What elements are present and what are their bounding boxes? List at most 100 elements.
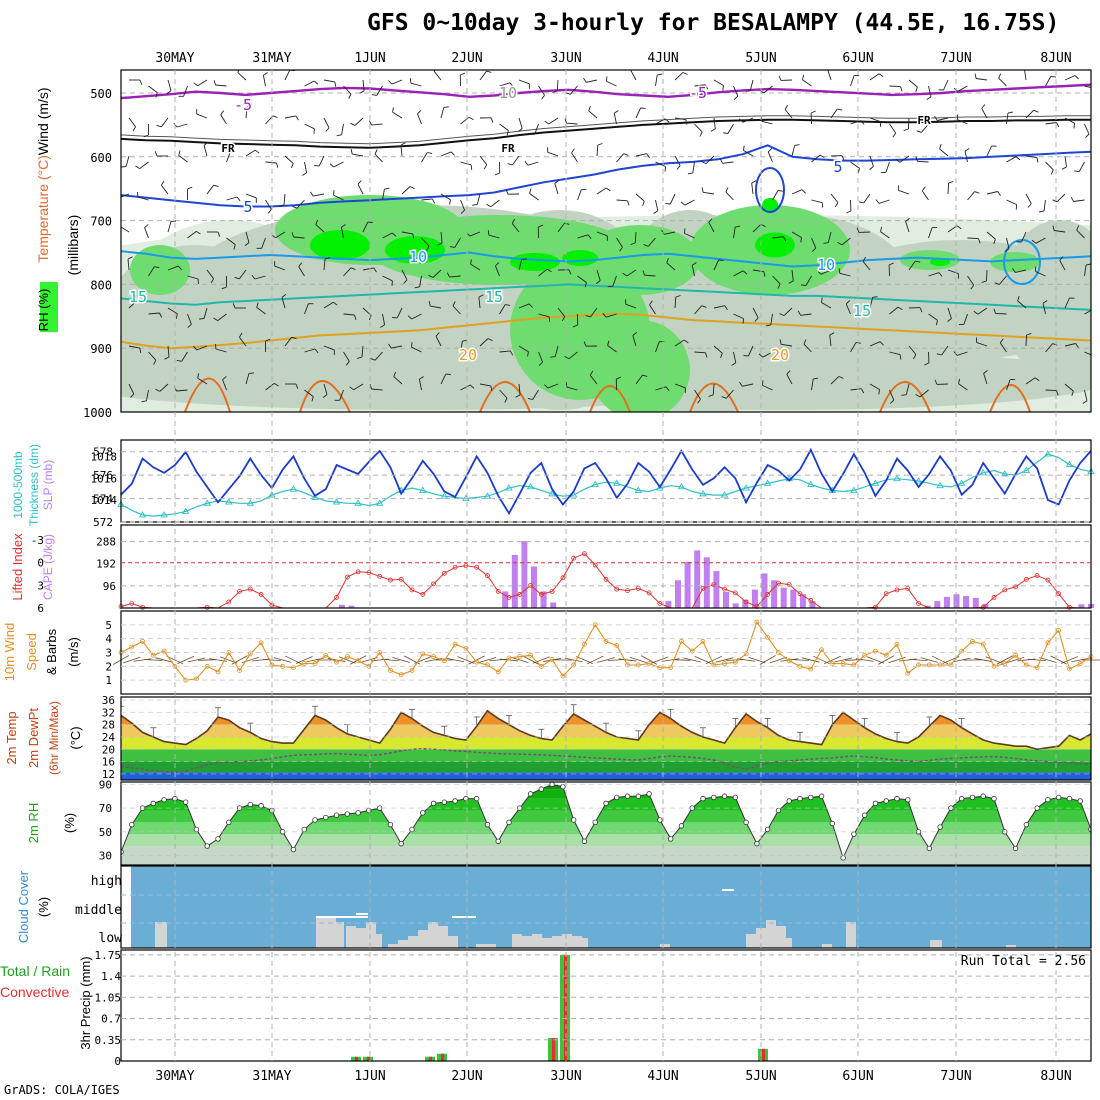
slp-label-3: SLP (mb) <box>41 460 55 510</box>
wind-barb <box>762 384 773 391</box>
wind10-point <box>873 648 878 654</box>
rh-blob <box>510 253 560 271</box>
rh2m-point <box>937 824 943 830</box>
wind10-point <box>679 639 684 644</box>
wind-barb <box>566 122 578 125</box>
wind10-point <box>355 658 361 664</box>
rh2m-point <box>991 795 997 802</box>
wind-barb <box>217 313 227 321</box>
wind-barb <box>313 193 325 197</box>
contour-label: 10 <box>409 248 427 266</box>
wind-barb-flag <box>947 318 952 322</box>
wind-barb-flag <box>1061 166 1067 170</box>
contour-label: FR <box>501 142 515 155</box>
wind-barb <box>556 79 559 92</box>
cape-bar <box>982 603 989 608</box>
ua-rh-label: RH (%) <box>36 289 51 332</box>
wind-barb <box>532 389 539 400</box>
axis-title-part: Temperature (°C) <box>35 155 51 263</box>
wind-barb-flag <box>274 383 279 387</box>
wind-barb-flag <box>196 231 201 235</box>
wind-barb <box>577 234 589 239</box>
wind-barb-flag <box>468 116 474 121</box>
wind-barb <box>772 275 781 285</box>
rh2m-point <box>226 819 232 826</box>
wind-barb <box>518 345 529 353</box>
wind10-point <box>905 670 911 676</box>
li-point <box>398 576 404 582</box>
wind-barb-flag <box>357 180 362 185</box>
wind-barb-flag <box>779 313 785 317</box>
wind-barb <box>340 227 344 239</box>
wind-barb-flag <box>412 233 415 239</box>
wind-barb-flag <box>710 128 716 132</box>
wind-barb-flag <box>878 389 880 395</box>
wind-barb-flag <box>1026 332 1032 336</box>
wind-barb <box>820 269 832 275</box>
wind-barb <box>206 269 214 280</box>
wind-barb <box>850 161 860 169</box>
wind-barb-flag <box>470 384 475 389</box>
contour-label: FR <box>221 142 235 155</box>
thickness-point <box>418 486 427 493</box>
isotherm-25 <box>184 377 231 412</box>
wind-barb-flag <box>143 134 149 138</box>
wind-barb <box>1054 230 1066 233</box>
wind10-barb <box>564 657 583 663</box>
thickness-point <box>181 507 190 514</box>
rh2m-point <box>420 810 426 816</box>
wind-barb <box>830 108 838 119</box>
wind-barb-flag <box>919 307 923 313</box>
wind-label-1: 10m Wind <box>2 623 17 682</box>
wind-barb <box>274 265 286 271</box>
panel-cape-frame <box>120 524 1092 609</box>
wind-barb <box>411 346 422 353</box>
wind-barb-flag <box>155 388 161 392</box>
wind-barb <box>862 261 871 271</box>
wind-barb <box>1064 383 1074 392</box>
wind-barb-flag <box>329 163 334 168</box>
wind-barb <box>694 389 701 400</box>
axis-title-part: 2m RH <box>26 803 41 843</box>
wind-barb <box>433 71 442 81</box>
wind10-barb <box>715 657 734 663</box>
wind-barb <box>811 199 823 204</box>
li-point <box>129 601 135 606</box>
wind-barb-flag <box>665 386 670 391</box>
wind10-point <box>441 658 447 664</box>
wind10-point <box>463 645 469 651</box>
wind-barb <box>977 307 988 315</box>
wind-barb-flag <box>213 317 218 321</box>
wind-barb <box>421 198 433 201</box>
cloud-low-bar <box>582 938 588 948</box>
wind-barb <box>440 193 451 201</box>
wind-barb-flag <box>596 280 601 284</box>
wind-barb-flag <box>166 90 172 94</box>
wind-barb <box>128 345 140 349</box>
wind-barb-flag <box>509 82 514 87</box>
wind-barb <box>499 82 511 87</box>
wind-barb-flag <box>915 156 918 162</box>
wind-barb-flag <box>1059 256 1064 261</box>
wind-barb <box>588 110 598 119</box>
wind-barb-flag <box>993 238 996 244</box>
wind-barb <box>947 182 950 195</box>
wind-barb-flag <box>838 268 841 274</box>
wind-barb <box>863 193 871 204</box>
wind-barb-flag <box>788 280 794 284</box>
run-total-label: Run Total = 2.56 <box>961 954 1086 969</box>
wind-barb-flag <box>685 119 688 125</box>
wind-barb <box>401 186 411 195</box>
wind10-point <box>916 662 921 668</box>
wind10-barb <box>834 657 852 663</box>
wind-barb-flag <box>350 149 353 155</box>
wind-barb-flag <box>630 242 636 245</box>
wind10-barb <box>823 655 841 665</box>
wind-barb-flag <box>708 394 714 397</box>
wind-barb-flag <box>393 371 397 377</box>
wind-barb <box>691 265 695 277</box>
wind-barb <box>684 199 695 206</box>
rh2m-point <box>764 826 771 833</box>
wind10-barb <box>878 655 895 665</box>
wind-barb <box>616 237 623 248</box>
